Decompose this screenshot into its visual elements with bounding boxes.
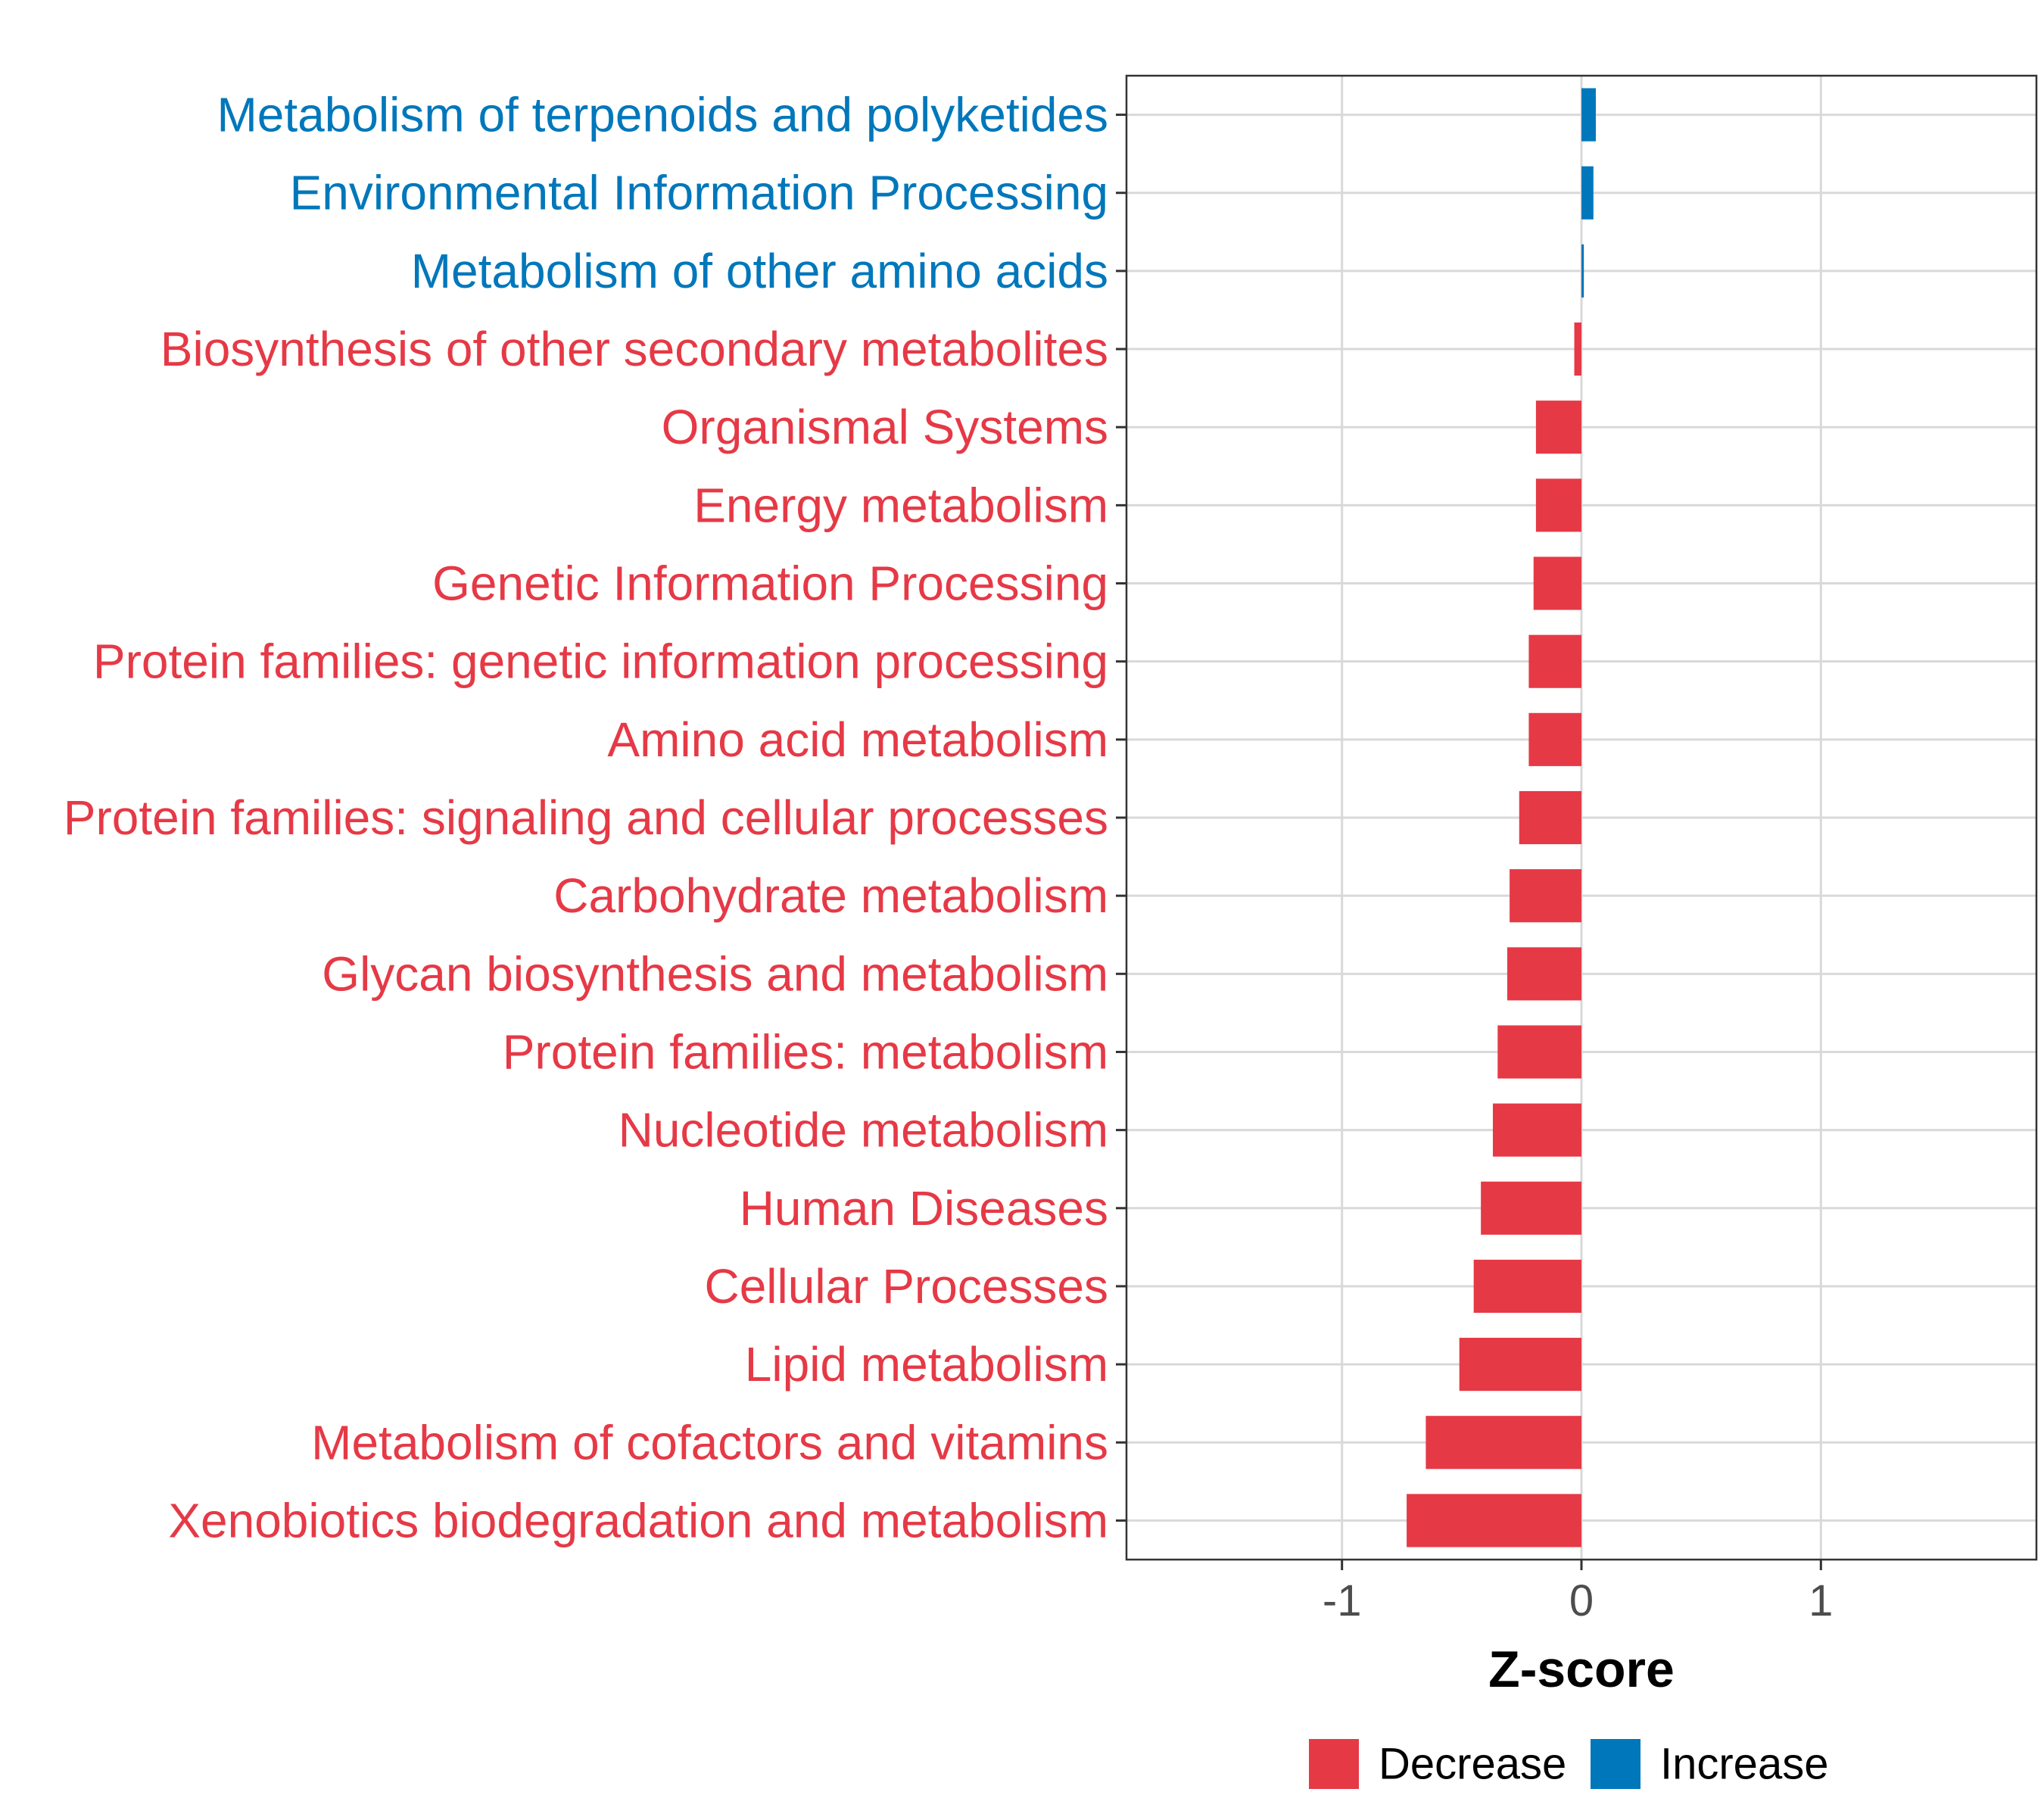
category-label: Human Diseases <box>740 1181 1108 1236</box>
category-label: Biosynthesis of other secondary metaboli… <box>160 322 1108 376</box>
category-label: Carbohydrate metabolism <box>553 868 1108 923</box>
legend-label-decrease: Decrease <box>1379 1740 1566 1789</box>
bar-decrease <box>1492 1103 1581 1157</box>
bar-decrease <box>1507 947 1581 1001</box>
category-label: Metabolism of terpenoids and polyketides <box>217 88 1108 142</box>
category-label: Cellular Processes <box>704 1259 1108 1314</box>
bar-decrease <box>1535 478 1581 532</box>
category-label: Amino acid metabolism <box>607 712 1108 767</box>
bar-decrease <box>1459 1338 1581 1392</box>
bar-decrease <box>1510 869 1581 923</box>
legend: Decrease Increase <box>1309 1739 1828 1789</box>
bars <box>1407 88 1596 1547</box>
bar-decrease <box>1497 1025 1581 1079</box>
bar-increase <box>1581 88 1596 142</box>
legend-swatch-increase <box>1591 1739 1640 1789</box>
legend-label-increase: Increase <box>1660 1740 1828 1789</box>
category-label: Metabolism of cofactors and vitamins <box>311 1415 1108 1469</box>
x-axis-title: Z-score <box>1488 1641 1675 1698</box>
category-label: Metabolism of other amino acids <box>411 244 1108 298</box>
category-label: Energy metabolism <box>693 478 1108 532</box>
bar-decrease <box>1473 1259 1581 1314</box>
category-label: Genetic Information Processing <box>432 556 1108 611</box>
category-label: Glycan biosynthesis and metabolism <box>322 946 1108 1001</box>
x-axis: -1 0 1 <box>1323 1560 1833 1625</box>
bar-increase <box>1581 244 1584 298</box>
bar-decrease <box>1535 400 1581 454</box>
x-tick-label: 0 <box>1569 1576 1594 1625</box>
category-label: Protein families: genetic information pr… <box>93 634 1108 689</box>
category-label: Environmental Information Processing <box>290 166 1108 220</box>
category-label: Protein families: signaling and cellular… <box>64 790 1108 845</box>
bar-decrease <box>1528 712 1581 766</box>
category-label: Lipid metabolism <box>745 1337 1108 1392</box>
bar-decrease <box>1481 1181 1581 1235</box>
bar-increase <box>1581 166 1594 220</box>
x-tick-label: -1 <box>1323 1576 1362 1625</box>
x-tick-label: 1 <box>1809 1576 1833 1625</box>
category-label: Protein families: metabolism <box>503 1024 1108 1079</box>
y-axis: Metabolism of terpenoids and polyketides… <box>64 88 1126 1547</box>
bar-decrease <box>1426 1416 1581 1469</box>
bar-decrease <box>1519 790 1581 845</box>
bar-decrease <box>1533 556 1581 610</box>
bar-decrease <box>1407 1494 1581 1547</box>
category-label: Xenobiotics biodegradation and metabolis… <box>168 1493 1108 1547</box>
bar-decrease <box>1528 634 1581 688</box>
bar-decrease <box>1574 322 1581 376</box>
legend-swatch-decrease <box>1309 1739 1359 1789</box>
category-label: Nucleotide metabolism <box>618 1103 1108 1158</box>
category-label: Organismal Systems <box>662 400 1108 454</box>
